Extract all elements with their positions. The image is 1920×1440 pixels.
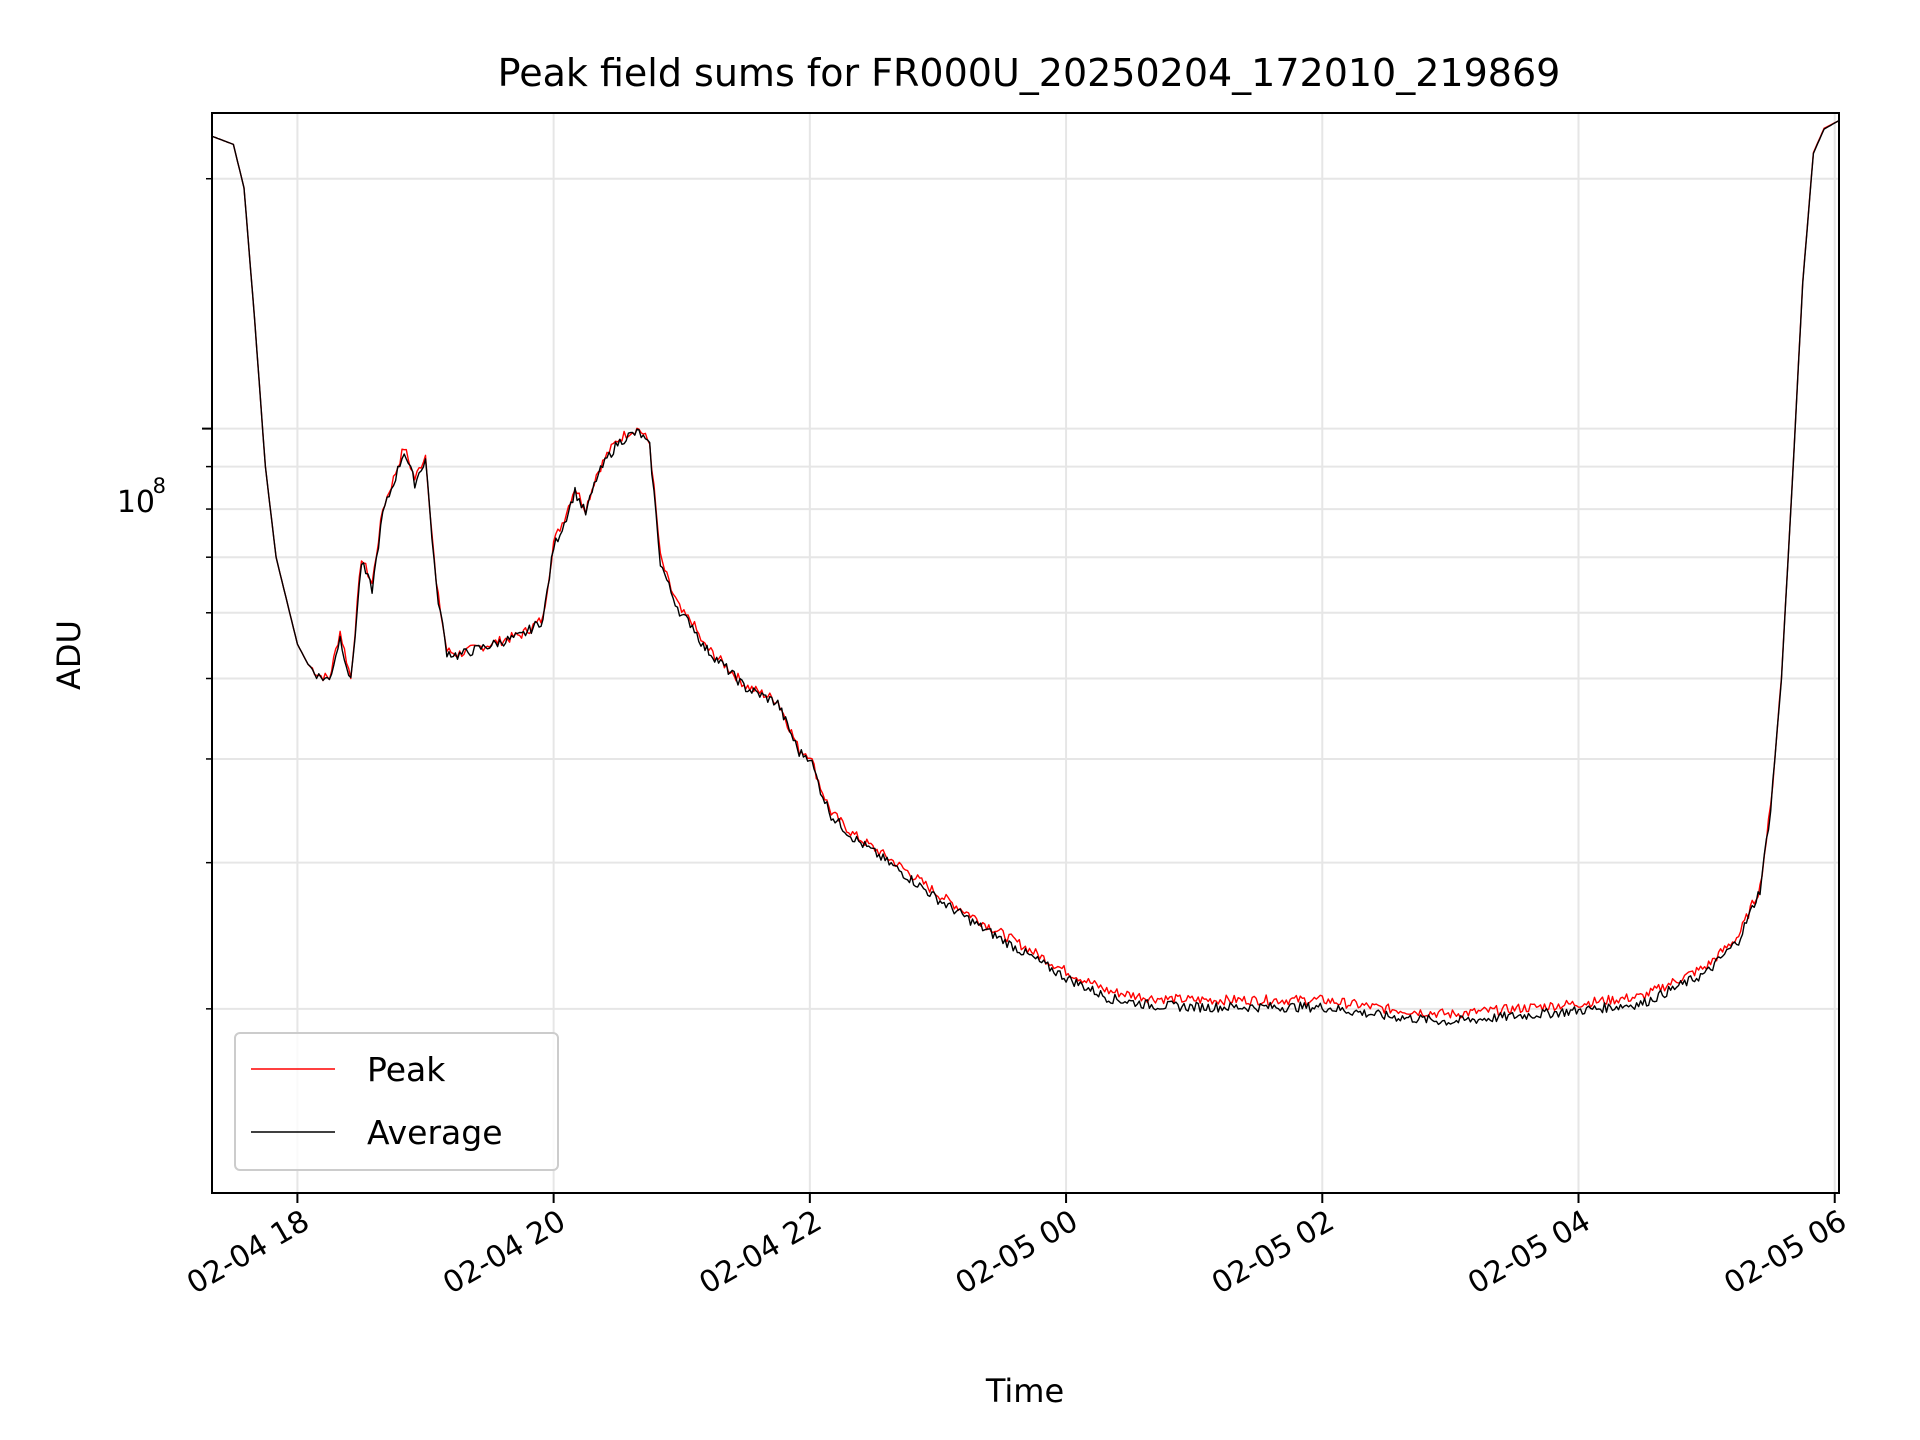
x-axis-label: Time (985, 1372, 1064, 1410)
y-axis-label: ADU (50, 620, 88, 690)
y-tick-label-exponent: 8 (153, 474, 166, 498)
legend-label-peak: Peak (367, 1050, 446, 1089)
plot-area-frame (211, 112, 1840, 1194)
legend-label-average: Average (367, 1113, 503, 1152)
gridlines (212, 113, 1839, 1193)
y-axis (202, 177, 212, 1010)
legend-box (234, 1032, 559, 1171)
series-layer (211, 119, 1840, 1026)
y-tick-label-base: 10 (117, 485, 155, 520)
legend: Peak Average (234, 1032, 559, 1171)
series-line-average (211, 119, 1840, 1026)
chart-title: Peak field sums for FR000U_20250204_1720… (498, 51, 1561, 95)
